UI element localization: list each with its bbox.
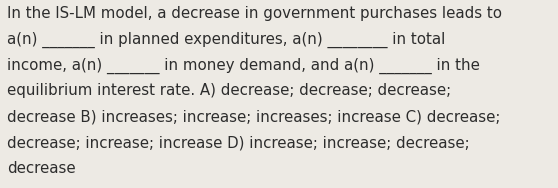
Text: income, a(n) _______ in money demand, and a(n) _______ in the: income, a(n) _______ in money demand, an…	[7, 58, 480, 74]
Text: a(n) _______ in planned expenditures, a(n) ________ in total: a(n) _______ in planned expenditures, a(…	[7, 32, 446, 48]
Text: equilibrium interest rate. A) decrease; decrease; decrease;: equilibrium interest rate. A) decrease; …	[7, 83, 451, 99]
Text: In the IS-LM model, a decrease in government purchases leads to: In the IS-LM model, a decrease in govern…	[7, 6, 502, 21]
Text: decrease B) increases; increase; increases; increase C) decrease;: decrease B) increases; increase; increas…	[7, 109, 501, 124]
Text: decrease; increase; increase D) increase; increase; decrease;: decrease; increase; increase D) increase…	[7, 135, 470, 150]
Text: decrease: decrease	[7, 161, 76, 176]
